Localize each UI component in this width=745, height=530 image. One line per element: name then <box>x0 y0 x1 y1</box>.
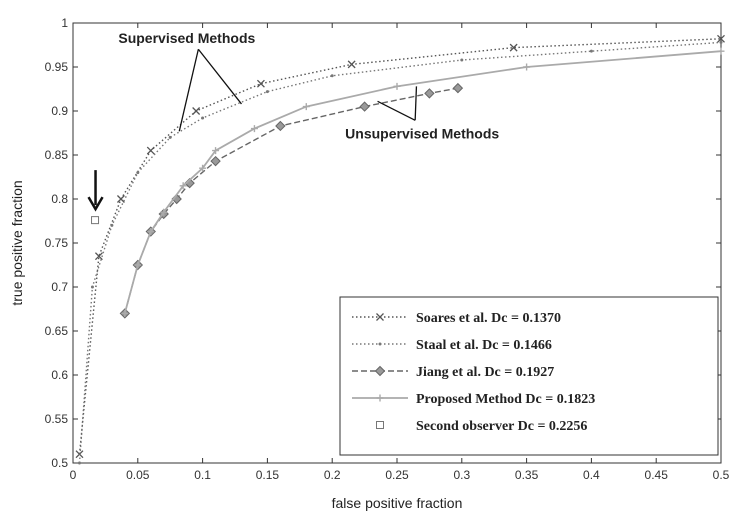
data-point <box>424 88 435 99</box>
legend-marker <box>374 365 386 377</box>
data-point <box>250 125 258 133</box>
data-point <box>509 43 518 52</box>
data-point <box>717 47 725 55</box>
x-tick-label: 0.1 <box>194 468 211 482</box>
legend-label: Proposed Method Dc = 0.1823 <box>416 392 595 407</box>
x-tick-label: 0.5 <box>713 468 730 482</box>
data-point <box>717 34 725 43</box>
data-point <box>147 228 155 236</box>
data-point <box>589 49 593 53</box>
series-1 <box>77 40 723 465</box>
series-line <box>78 41 722 464</box>
y-tick-label: 0.55 <box>45 412 69 426</box>
data-point <box>168 135 172 139</box>
data-point <box>146 146 155 155</box>
data-point <box>77 461 81 465</box>
data-point <box>199 164 207 172</box>
legend-marker <box>376 421 384 429</box>
annotation-leader <box>197 48 242 105</box>
legend-marker <box>376 313 384 321</box>
annotation-leader <box>377 100 416 121</box>
y-tick-label: 0.9 <box>51 104 68 118</box>
legend-label: Second observer Dc = 0.2256 <box>416 419 587 434</box>
axis-ticks: 0 0.05 0.1 0.15 0.2 0.25 0.3 0.35 0.4 0.45 0.5 0.5 0… <box>45 16 730 482</box>
annotation-leader <box>414 86 418 121</box>
y-tick-label: 0.6 <box>51 368 68 382</box>
data-point <box>347 60 356 69</box>
annotation-label: Unsupervised Methods <box>345 125 499 141</box>
data-point <box>136 171 140 175</box>
legend-box <box>339 296 719 456</box>
x-tick-label: 0 <box>70 468 77 482</box>
legend-label: Staal et al. Dc = 0.1466 <box>416 338 552 353</box>
x-tick-label: 0.15 <box>256 468 280 482</box>
data-point <box>201 116 205 120</box>
legend-marker <box>376 394 384 402</box>
y-tick-label: 0.95 <box>45 60 69 74</box>
x-axis-label: false positive fraction <box>332 495 463 511</box>
legend-entry-2: Jiang et al. Dc = 0.1927 <box>352 365 554 380</box>
y-tick-label: 0.75 <box>45 236 69 250</box>
data-point <box>393 82 401 90</box>
series-3 <box>121 47 725 317</box>
y-tick-label: 0.85 <box>45 148 69 162</box>
x-tick-label: 0.4 <box>583 468 600 482</box>
data-point <box>452 82 464 94</box>
series-line <box>123 50 722 314</box>
x-tick-label: 0.2 <box>324 468 341 482</box>
data-point <box>265 90 269 94</box>
data-point <box>523 63 531 71</box>
x-tick-label: 0.45 <box>645 468 669 482</box>
data-point <box>275 120 286 132</box>
data-point <box>212 147 220 155</box>
data-point <box>179 182 187 190</box>
legend-entry-4: Second observer Dc = 0.2256 <box>376 419 587 434</box>
annotations: Supervised Methods Unsupervised Methods <box>87 30 499 212</box>
data-point <box>121 309 129 317</box>
y-tick-label: 1 <box>61 16 68 30</box>
data-point <box>302 103 310 111</box>
legend-label: Soares et al. Dc = 0.1370 <box>416 311 561 326</box>
data-point <box>110 223 114 227</box>
annotation-leader <box>178 49 199 132</box>
y-tick-label: 0.5 <box>51 456 68 470</box>
legend-entry-3: Proposed Method Dc = 0.1823 <box>352 392 595 407</box>
data-point <box>94 252 103 261</box>
data-point <box>192 107 201 115</box>
y-tick-label: 0.65 <box>45 324 69 338</box>
data-point <box>460 58 464 62</box>
series-4 <box>91 216 100 225</box>
data-point <box>91 216 100 225</box>
data-point <box>359 101 370 112</box>
data-point <box>719 40 723 44</box>
legend-label: Jiang et al. Dc = 0.1927 <box>416 365 554 380</box>
y-tick-label: 0.7 <box>51 280 68 294</box>
data-point <box>256 79 265 88</box>
annotation-label: Supervised Methods <box>118 30 255 46</box>
data-point <box>330 74 334 78</box>
x-tick-label: 0.05 <box>126 468 150 482</box>
legend: Soares et al. Dc = 0.1370 Staal et al. Dc… <box>339 296 719 456</box>
y-tick-label: 0.8 <box>51 192 68 206</box>
data-point <box>90 285 94 289</box>
data-point <box>134 261 142 269</box>
down-arrow-head <box>87 196 104 212</box>
legend-entry-1: Staal et al. Dc = 0.1466 <box>352 338 552 353</box>
x-tick-label: 0.35 <box>515 468 539 482</box>
y-axis-label: true positive fraction <box>9 180 25 305</box>
x-tick-label: 0.25 <box>385 468 409 482</box>
data-point <box>116 195 125 203</box>
series-group <box>75 34 725 465</box>
x-tick-label: 0.3 <box>453 468 470 482</box>
legend-entry-0: Soares et al. Dc = 0.1370 <box>352 311 561 326</box>
data-point <box>160 208 168 216</box>
data-point <box>210 155 221 167</box>
legend-marker <box>378 342 382 346</box>
